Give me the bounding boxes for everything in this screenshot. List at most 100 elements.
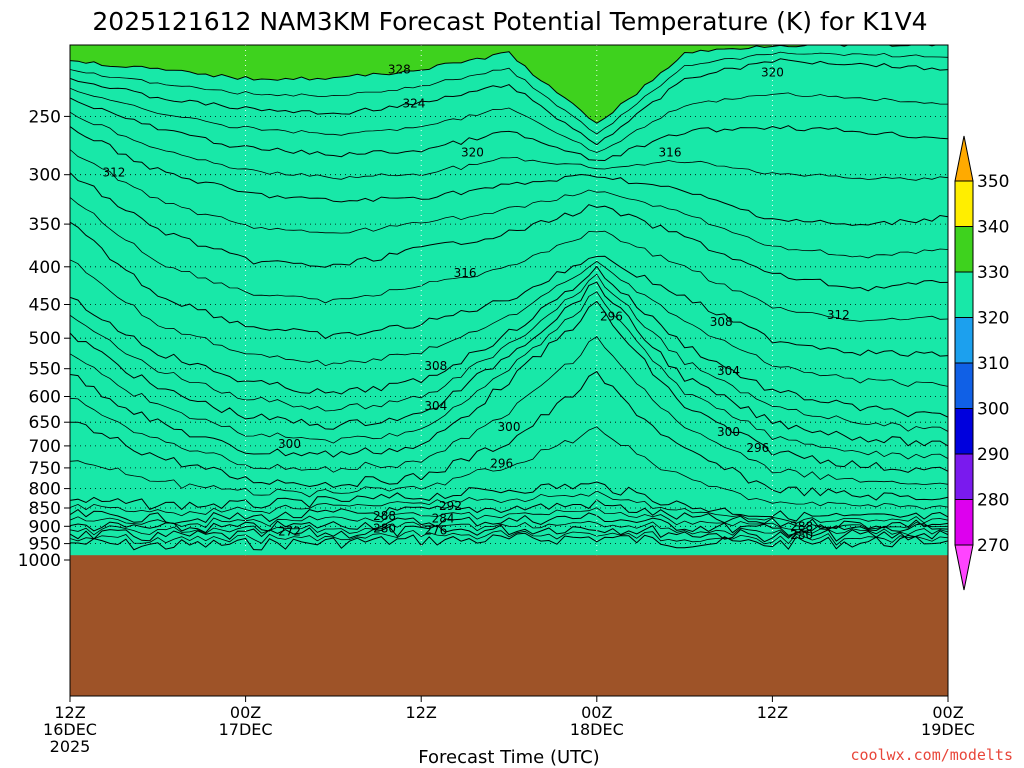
isentrope-320: [70, 111, 948, 181]
isentrope-322: [70, 97, 948, 162]
isentrope-282: [70, 512, 948, 536]
contour-label: 312: [102, 166, 125, 180]
contour-label: 316: [659, 146, 682, 160]
colorbar-segment-320: [954, 271, 974, 318]
colorbar-bottom-arrow: [954, 544, 974, 591]
ground-surface: [70, 555, 948, 696]
x-tick-label: 12Z: [54, 703, 85, 722]
colorbar-label: 280: [977, 491, 1009, 511]
chart-title: 2025121612 NAM3KM Forecast Potential Tem…: [92, 7, 927, 36]
y-tick-label: 650: [29, 413, 61, 433]
isentrope-310: [70, 221, 948, 357]
contour-label: 292: [439, 499, 462, 513]
isentrope-292: [70, 426, 948, 510]
contour-label: 300: [717, 425, 740, 439]
x-tick-label: 18DEC: [570, 720, 624, 739]
colorbar-label: 330: [977, 263, 1009, 283]
isentrope-324: [70, 87, 948, 153]
y-tick-label: 400: [29, 258, 61, 278]
contour-label: 320: [461, 146, 484, 160]
y-tick-label: 350: [29, 215, 61, 235]
contour-label: 300: [498, 420, 521, 434]
isentrope-330: [70, 45, 948, 124]
isentrope-302: [70, 281, 948, 447]
isentrope-318: [70, 126, 948, 226]
isentrope-298: [70, 300, 948, 473]
colorbar-segment-280: [954, 453, 974, 500]
y-tick-label: 250: [29, 107, 61, 127]
x-tick-label: 16DEC: [43, 720, 97, 739]
contour-label: 288: [790, 519, 813, 533]
isentrope-328: [70, 51, 948, 135]
colorbar-segment-330: [954, 226, 974, 273]
isentrope-288: [70, 490, 948, 524]
y-tick-label: 850: [29, 499, 61, 519]
isentrope-286: [70, 499, 948, 530]
contour-label: 284: [432, 511, 455, 525]
colorbar-label: 300: [977, 400, 1009, 420]
isentrope-308: [70, 259, 948, 387]
credit-text: coolwx.com/modelts: [850, 746, 1013, 764]
contour-label: 312: [827, 308, 850, 322]
colorbar-top-arrow: [954, 135, 974, 182]
x-tick-label: 00Z: [581, 703, 612, 722]
x-tick-label: 19DEC: [921, 720, 975, 739]
contour-label: 328: [388, 63, 411, 77]
y-tick-label: 300: [29, 166, 61, 186]
y-tick-label: 750: [29, 459, 61, 479]
colorbar-legend: 270 280 290 300 310 320 330 340 350: [954, 135, 1009, 591]
colorbar-segment-270: [954, 499, 974, 546]
contour-label: 320: [761, 66, 784, 80]
isentrope-284: [70, 507, 948, 531]
isentrope-274: [70, 532, 948, 551]
contour-label: 324: [402, 96, 425, 110]
y-tick-label: 900: [29, 517, 61, 537]
y-tick-label: 450: [29, 296, 61, 316]
contour-label: 288: [373, 509, 396, 523]
plot-frame: [69, 44, 949, 697]
contour-label: 316: [454, 266, 477, 280]
contour-label: 280: [373, 521, 396, 535]
colorbar-label: 290: [977, 445, 1009, 465]
contour-label: 276: [424, 524, 447, 538]
x-tick-label: 00Z: [932, 703, 963, 722]
y-tick-label: 500: [29, 329, 61, 349]
isentrope-290: [70, 481, 948, 522]
colorbar-segment-310: [954, 317, 974, 364]
grid-lines: [70, 45, 948, 696]
x-axis-label: Forecast Time (UTC): [418, 747, 599, 768]
ground-layer: [70, 555, 948, 696]
contour-label: 304: [717, 364, 740, 378]
colorbar-label: 310: [977, 354, 1009, 374]
colorbar-segment-300: [954, 362, 974, 409]
contour-label: 308: [710, 315, 733, 329]
isentrope-326: [70, 58, 948, 146]
y-tick-label: 950: [29, 535, 61, 555]
y-tick-label: 800: [29, 480, 61, 500]
isentrope-contours: [70, 45, 948, 551]
contour-label: 272: [278, 525, 301, 539]
x-tick-label: 17DEC: [219, 720, 273, 739]
y-tick-label: 700: [29, 437, 61, 457]
isentrope-294: [70, 370, 948, 501]
isentrope-296: [70, 335, 948, 486]
isentrope-300: [70, 291, 948, 460]
contour-label: 308: [424, 359, 447, 373]
x-tick-label: 12Z: [757, 703, 788, 722]
contour-label: 296: [490, 457, 513, 471]
y-axis: 2503003504004505005506006507007508008509…: [18, 107, 70, 571]
x-tick-label: 00Z: [230, 703, 261, 722]
contour-label: 296: [746, 441, 769, 455]
isentrope-314: [70, 172, 948, 292]
x-tick-label: 12Z: [406, 703, 437, 722]
isentrope-304: [70, 273, 948, 432]
contour-label: 280: [790, 528, 813, 542]
contour-label: 296: [600, 309, 623, 323]
contour-label: 300: [278, 437, 301, 451]
colorbar-label: 350: [977, 172, 1009, 192]
isentrope-312: [70, 197, 948, 322]
y-tick-label: 1000: [18, 551, 61, 571]
colorbar-label: 340: [977, 218, 1009, 238]
